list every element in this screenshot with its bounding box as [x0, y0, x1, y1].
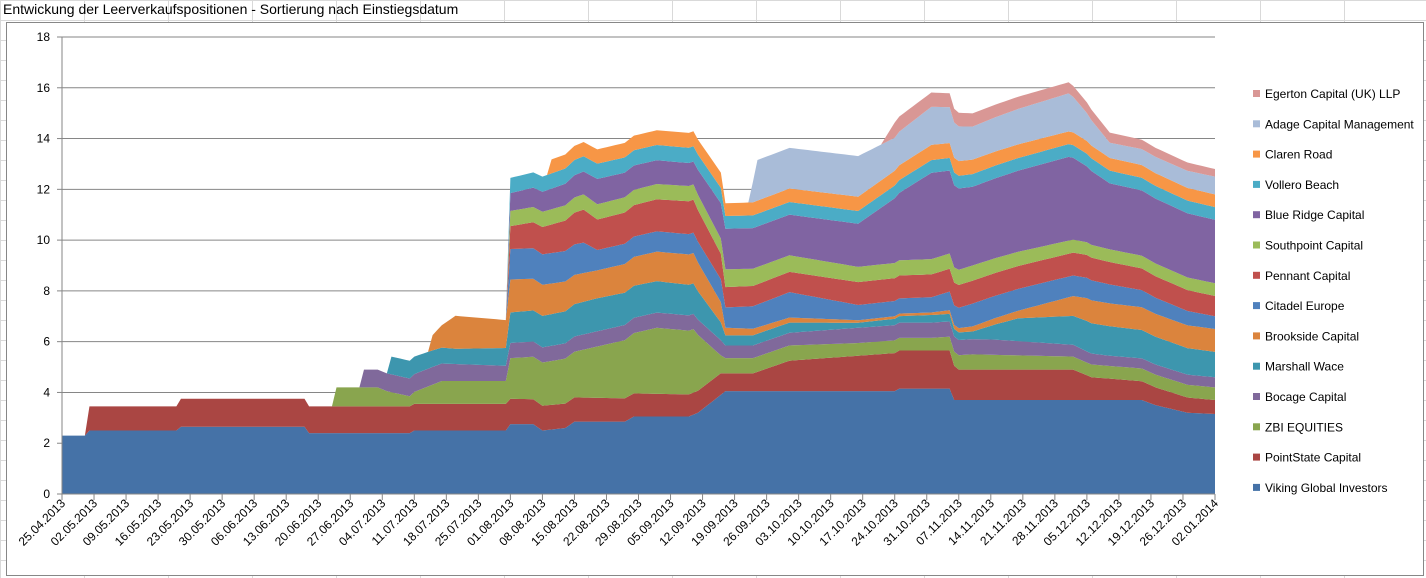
legend-label-pennant-capital: Pennant Capital [1265, 269, 1350, 283]
legend-swatch-zbi-equities [1253, 423, 1260, 431]
legend-swatch-viking-global-investors [1253, 483, 1260, 491]
legend-swatch-southpoint-capital [1253, 241, 1260, 249]
legend-swatch-citadel-europe [1253, 302, 1260, 310]
chart-title: Entwickung der Leerverkaufspositionen - … [3, 1, 459, 17]
y-tick-label: 18 [37, 30, 51, 44]
legend-swatch-claren-road [1253, 150, 1260, 158]
y-tick-label: 12 [37, 182, 51, 196]
y-tick-label: 16 [37, 81, 51, 95]
area-series-pointstate-capital[interactable] [62, 350, 1215, 436]
legend-swatch-adage-capital-management [1253, 120, 1260, 128]
legend-label-viking-global-investors: Viking Global Investors [1265, 481, 1388, 495]
legend-label-blue-ridge-capital: Blue Ridge Capital [1265, 208, 1364, 222]
y-tick-label: 2 [43, 436, 50, 450]
legend-swatch-bocage-capital [1253, 393, 1260, 400]
legend-swatch-vollero-beach [1253, 180, 1260, 188]
legend-label-adage-capital-management: Adage Capital Management [1265, 117, 1414, 131]
legend-label-brookside-capital: Brookside Capital [1265, 329, 1359, 343]
area-series-vollero-beach[interactable] [62, 144, 1215, 436]
legend-label-marshall-wace: Marshall Wace [1265, 360, 1344, 374]
legend-swatch-egerton-capital-uk-llp [1253, 90, 1260, 97]
area-series-claren-road[interactable] [62, 130, 1215, 436]
legend-swatch-marshall-wace [1253, 362, 1260, 370]
y-tick-label: 6 [43, 335, 50, 349]
series-areas [62, 82, 1215, 494]
y-tick-label: 0 [43, 487, 50, 501]
area-series-viking-global-investors[interactable] [62, 388, 1215, 494]
legend-label-citadel-europe: Citadel Europe [1265, 299, 1345, 313]
stacked-area-chart: 0 2 4 6 8 10 12 14 16 18 25.04.201302.05.201309.0… [16, 30, 1415, 549]
y-tick-label: 14 [37, 132, 51, 146]
legend-label-zbi-equities: ZBI EQUITIES [1265, 420, 1343, 434]
legend-label-vollero-beach: Vollero Beach [1265, 178, 1339, 192]
legend-label-bocage-capital: Bocage Capital [1265, 390, 1346, 404]
legend-label-claren-road: Claren Road [1265, 148, 1332, 162]
legend-swatch-blue-ridge-capital [1253, 211, 1260, 219]
x-axis-ticks: 25.04.201302.05.201309.05.201316.05.2013… [16, 494, 1221, 549]
legend-swatch-brookside-capital [1253, 332, 1260, 340]
legend-swatch-pennant-capital [1253, 271, 1260, 279]
legend: Egerton Capital (UK) LLP Adage Capital Ma… [1253, 87, 1414, 495]
chart-area[interactable]: 0 2 4 6 8 10 12 14 16 18 25.04.2013 02.05.2013 09.0… [6, 22, 1424, 576]
legend-swatch-pointstate-capital [1253, 453, 1260, 461]
legend-label-pointstate-capital: PointState Capital [1265, 451, 1361, 465]
legend-label-egerton-capital-uk-llp: Egerton Capital (UK) LLP [1265, 87, 1400, 101]
area-series-marshall-wace[interactable] [62, 281, 1215, 436]
y-tick-label: 8 [43, 284, 50, 298]
y-tick-label: 4 [43, 385, 50, 399]
y-axis-ticks: 0 2 4 6 8 10 12 14 16 18 [37, 30, 62, 501]
area-series-zbi-equities[interactable] [62, 327, 1215, 436]
area-series-blue-ridge-capital[interactable] [62, 156, 1215, 436]
legend-label-southpoint-capital: Southpoint Capital [1265, 239, 1363, 253]
y-tick-label: 10 [37, 233, 51, 247]
